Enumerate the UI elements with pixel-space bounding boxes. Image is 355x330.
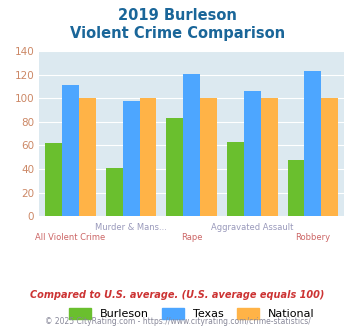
Text: © 2025 CityRating.com - https://www.cityrating.com/crime-statistics/: © 2025 CityRating.com - https://www.city… <box>45 317 310 326</box>
Text: Aggravated Assault: Aggravated Assault <box>211 223 294 232</box>
Bar <box>140 98 156 216</box>
Text: Robbery: Robbery <box>295 233 331 242</box>
Bar <box>106 168 123 216</box>
Bar <box>166 118 183 216</box>
Bar <box>305 71 321 216</box>
Text: Murder & Mans...: Murder & Mans... <box>95 223 167 232</box>
Bar <box>227 142 244 216</box>
Bar <box>62 85 79 216</box>
Bar <box>321 98 338 216</box>
Bar <box>200 98 217 216</box>
Text: 2019 Burleson: 2019 Burleson <box>118 8 237 23</box>
Bar <box>123 101 140 216</box>
Text: Compared to U.S. average. (U.S. average equals 100): Compared to U.S. average. (U.S. average … <box>30 290 325 300</box>
Bar <box>79 98 96 216</box>
Bar <box>183 74 200 216</box>
Bar <box>261 98 278 216</box>
Text: Violent Crime Comparison: Violent Crime Comparison <box>70 26 285 41</box>
Legend: Burleson, Texas, National: Burleson, Texas, National <box>65 305 318 323</box>
Bar <box>45 143 62 216</box>
Bar <box>244 91 261 216</box>
Text: All Violent Crime: All Violent Crime <box>36 233 106 242</box>
Text: Rape: Rape <box>181 233 202 242</box>
Bar <box>288 160 305 216</box>
